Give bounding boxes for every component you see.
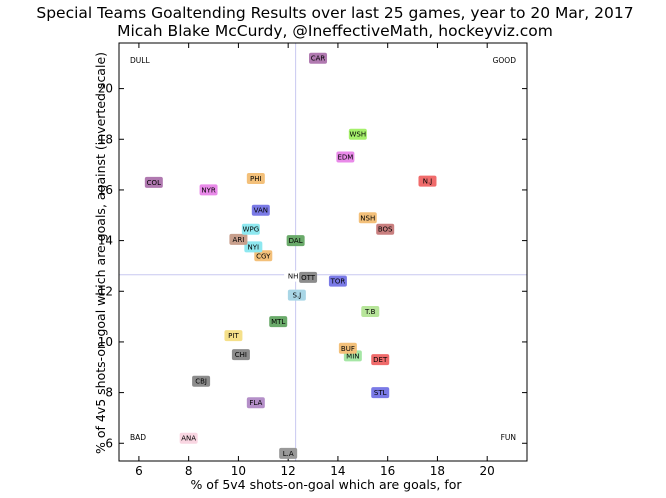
x-tick-label: 14 [330, 464, 345, 478]
team-label-la: L.A [283, 450, 294, 458]
chart-title-line2: Micah Blake McCurdy, @IneffectiveMath, h… [117, 22, 553, 40]
team-point-car [309, 52, 328, 64]
team-point-nyr [199, 184, 218, 196]
team-label-col: COL [147, 179, 161, 187]
x-tick-label: 18 [430, 464, 445, 478]
team-label-min: MIN [346, 352, 359, 360]
plot-area: 6 8 10 12 14 16 18 20 6 8 10 12 14 16 18 20 DULL GOOD BAD F… [98, 42, 528, 478]
team-point-ana [179, 432, 198, 444]
team-point-bos [376, 223, 395, 235]
team-point-cgy [254, 250, 273, 262]
x-tick-label: 6 [135, 464, 143, 478]
y-axis-label: % of 4v5 shots-on-goal which are goals, … [93, 52, 108, 454]
y-tick-label: 20 [98, 82, 113, 96]
corner-label-bottom-left: BAD [130, 433, 146, 442]
team-label-nsh: NSH [360, 214, 375, 222]
team-point-ott [299, 271, 318, 283]
team-point-col [144, 176, 163, 188]
y-tick-label: 14 [98, 234, 113, 248]
team-point-nj [418, 175, 437, 187]
team-point-chi [231, 349, 250, 361]
team-point-edm [336, 151, 355, 163]
team-label-cgy: CGY [256, 252, 271, 260]
team-label-tor: TOR [330, 278, 346, 286]
team-label-dal: DAL [289, 237, 303, 245]
team-label-stl: STL [374, 389, 387, 397]
team-point-fla [246, 397, 265, 409]
x-tick-label: 10 [231, 464, 246, 478]
team-point-van [251, 204, 270, 216]
team-label-pit: PIT [228, 332, 239, 340]
team-label-wpg: WPG [243, 226, 260, 234]
team-label-buf: BUF [341, 345, 355, 353]
x-tick-label: 20 [480, 464, 495, 478]
x-axis-label: % of 5v4 shots-on-goal which are goals, … [190, 477, 462, 492]
team-label-van: VAN [254, 207, 268, 215]
team-label-nyi: NYI [248, 243, 260, 251]
y-tick-label: 12 [98, 284, 113, 298]
x-tick-label: 8 [185, 464, 193, 478]
team-label-tb: T.B [364, 308, 376, 316]
team-label-det: DET [373, 356, 388, 364]
team-label-nj: N.J [423, 178, 433, 186]
corner-label-bottom-right: FUN [501, 433, 516, 442]
y-tick-label: 18 [98, 132, 113, 146]
team-point-ari [229, 233, 248, 245]
team-label-ari: ARI [233, 236, 245, 244]
team-label-cbj: CBJ [195, 378, 207, 386]
team-point-la [279, 447, 298, 459]
team-label-fla: FLA [249, 399, 262, 407]
corner-label-top-right: GOOD [493, 56, 517, 65]
team-point-nsh [358, 212, 377, 224]
team-label-bos: BOS [378, 226, 393, 234]
team-point-det [371, 354, 390, 366]
team-point-cbj [192, 375, 211, 387]
team-point-nyi [244, 241, 263, 253]
y-tick-label: 8 [105, 386, 113, 400]
team-point-wsh [348, 128, 367, 140]
team-point-dal [286, 235, 305, 247]
chart-title-line1: Special Teams Goaltending Results over l… [36, 4, 633, 22]
y-tick-label: 6 [105, 436, 113, 450]
team-label-car: CAR [311, 55, 326, 63]
team-label-ana: ANA [181, 435, 196, 443]
x-tick-label: 12 [281, 464, 296, 478]
team-point-nh [284, 270, 303, 282]
team-label-nh: NH [288, 273, 299, 281]
team-point-buf [338, 342, 357, 354]
team-point-stl [371, 387, 390, 399]
plot-frame [118, 42, 528, 462]
y-tick-label: 16 [98, 183, 113, 197]
team-point-pit [224, 330, 243, 342]
team-point-sj [287, 289, 306, 301]
team-point-tb [361, 306, 380, 318]
team-label-nyr: NYR [201, 186, 216, 194]
team-label-sj: S.J [293, 292, 302, 300]
team-label-wsh: WSH [350, 131, 367, 139]
y-tick-label: 10 [98, 335, 113, 349]
team-label-edm: EDM [337, 154, 353, 162]
team-label-chi: CHI [235, 351, 247, 359]
team-point-mtl [269, 316, 288, 328]
team-label-phi: PHI [250, 175, 262, 183]
team-label-mtl: MTL [271, 318, 285, 326]
team-point-phi [246, 173, 265, 185]
x-tick-label: 16 [380, 464, 395, 478]
corner-label-top-left: DULL [130, 56, 150, 65]
team-label-ott: OTT [301, 274, 316, 282]
team-point-tor [328, 275, 347, 287]
team-point-wpg [241, 223, 260, 235]
